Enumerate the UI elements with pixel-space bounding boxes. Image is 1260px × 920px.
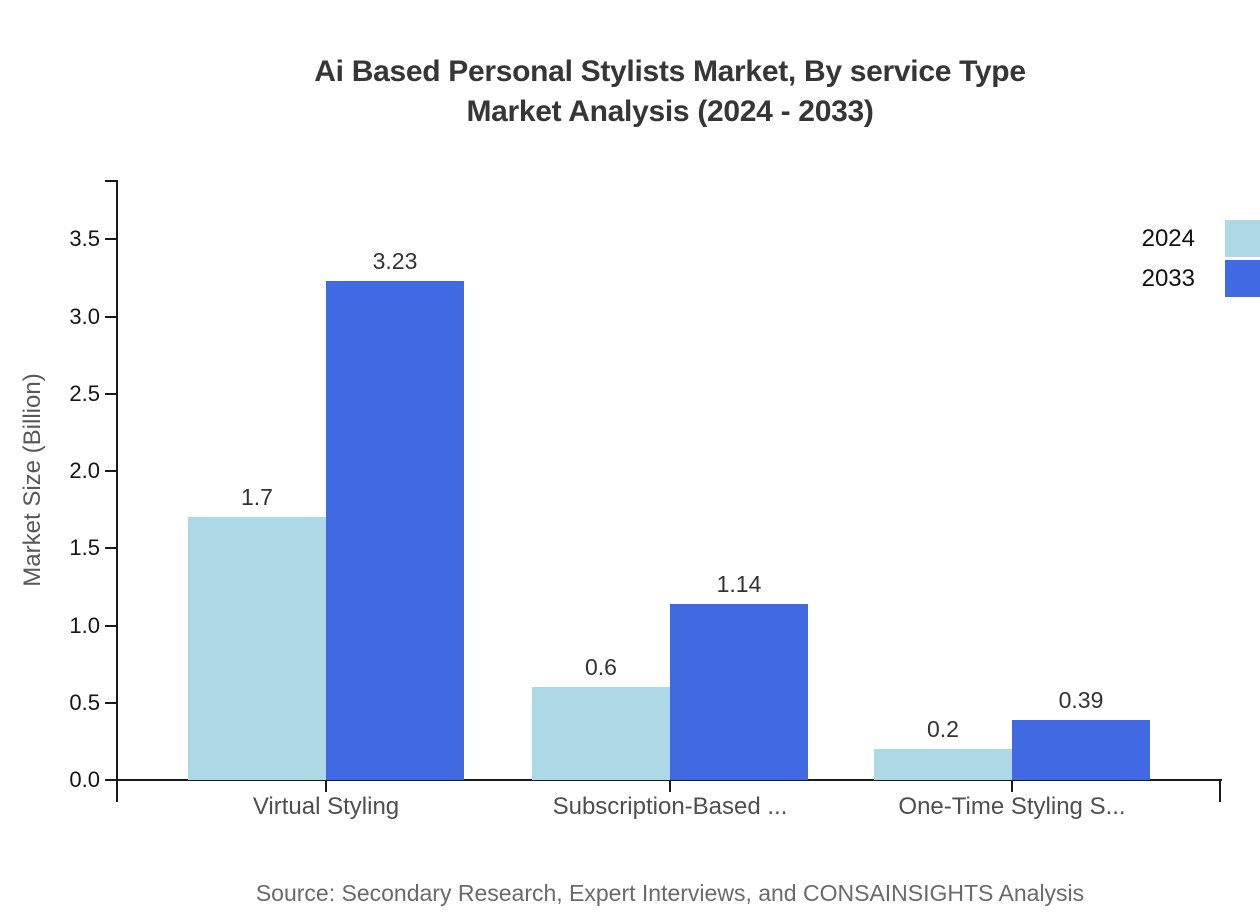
y-axis-tick: [105, 625, 116, 627]
legend-label-2033: 2033: [1141, 264, 1195, 292]
y-axis-tick: [105, 470, 116, 472]
bar-value-label: 0.2: [927, 716, 959, 742]
bar-value-label: 1.14: [716, 571, 762, 597]
y-axis-tick-label: 1.0: [69, 613, 100, 638]
x-category-label: Subscription-Based ...: [552, 793, 788, 820]
source-attribution: Source: Secondary Research, Expert Inter…: [255, 880, 1085, 906]
y-axis-tick-label: 3.0: [69, 304, 100, 329]
bar-2033-2: [670, 604, 808, 780]
y-axis-line: [116, 180, 118, 802]
chart-title-line2: Market Analysis (2024 - 2033): [466, 95, 874, 128]
y-axis-tick: [105, 702, 116, 704]
y-axis-tick: [105, 393, 116, 395]
y-axis-tick-label: 2.0: [69, 458, 100, 483]
bar-2024-1: [188, 517, 326, 780]
legend-item-2024: 2024: [1142, 220, 1260, 257]
y-axis-top-cap: [105, 180, 117, 182]
y-axis-tick: [105, 316, 116, 318]
legend-swatch-2024: [1225, 220, 1260, 257]
legend-label-2024: 2024: [1141, 224, 1195, 252]
y-axis-tick-label: 0.5: [69, 690, 100, 715]
y-axis-tick: [105, 547, 116, 549]
y-axis-tick-label: 3.5: [69, 226, 100, 251]
bar-value-label: 1.7: [241, 484, 273, 510]
chart-title-line1: Ai Based Personal Stylists Market, By se…: [314, 55, 1026, 88]
legend-item-2033: 2033: [1142, 260, 1260, 297]
x-axis-tick: [325, 780, 327, 792]
x-axis-tick: [1011, 780, 1013, 792]
x-axis-tick: [669, 780, 671, 792]
y-axis-tick: [105, 238, 116, 240]
y-axis-tick-label: 1.5: [69, 535, 100, 560]
bar-2033-1: [326, 281, 464, 780]
bar-value-label: 0.39: [1058, 687, 1104, 713]
y-axis-tick-label: 0.0: [69, 767, 100, 792]
legend: 2024 2033: [1142, 220, 1260, 300]
bar-value-label: 0.6: [585, 654, 617, 680]
y-axis-tick: [105, 779, 116, 781]
bar-2024-3: [874, 749, 1012, 780]
x-category-label: Virtual Styling: [252, 793, 400, 820]
bar-value-label: 3.23: [372, 248, 418, 274]
legend-swatch-2033: [1225, 260, 1260, 297]
x-category-label: One-Time Styling S...: [898, 793, 1126, 820]
bar-2024-2: [532, 687, 670, 780]
chart-title: Ai Based Personal Stylists Market, By se…: [110, 52, 1230, 132]
x-axis-line: [105, 779, 1222, 781]
bar-2033-3: [1012, 720, 1150, 780]
y-axis-tick-label: 2.5: [69, 381, 100, 406]
x-axis-end-cap: [1219, 780, 1221, 802]
